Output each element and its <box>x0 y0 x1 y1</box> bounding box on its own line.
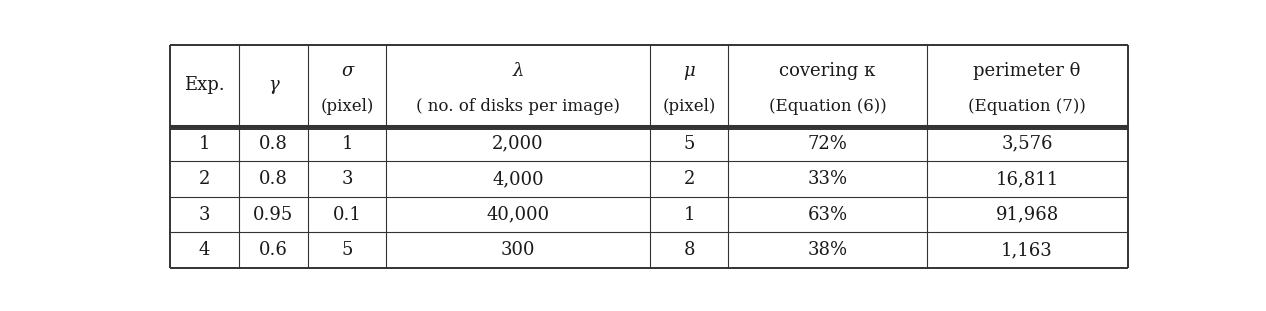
Text: 0.8: 0.8 <box>260 170 287 188</box>
Text: 1: 1 <box>342 135 353 153</box>
Text: 91,968: 91,968 <box>995 206 1058 224</box>
Text: 63%: 63% <box>808 206 847 224</box>
Text: Exp.: Exp. <box>184 76 225 94</box>
Text: (Equation (6)): (Equation (6)) <box>768 98 886 115</box>
Text: 33%: 33% <box>808 170 847 188</box>
Text: μ: μ <box>684 62 695 80</box>
Text: 3,576: 3,576 <box>1001 135 1053 153</box>
Text: covering κ: covering κ <box>780 62 876 80</box>
Text: 0.95: 0.95 <box>253 206 294 224</box>
Text: (Equation (7)): (Equation (7)) <box>968 98 1086 115</box>
Text: (pixel): (pixel) <box>662 98 715 115</box>
Text: 300: 300 <box>501 241 536 259</box>
Text: γ: γ <box>268 76 279 94</box>
Text: 5: 5 <box>342 241 353 259</box>
Text: perimeter θ: perimeter θ <box>974 62 1081 80</box>
Text: 2: 2 <box>199 170 210 188</box>
Text: 1,163: 1,163 <box>1001 241 1053 259</box>
Text: 16,811: 16,811 <box>995 170 1058 188</box>
Text: σ: σ <box>341 62 353 80</box>
Text: 4,000: 4,000 <box>492 170 544 188</box>
Text: 38%: 38% <box>808 241 847 259</box>
Text: 0.6: 0.6 <box>260 241 287 259</box>
Text: 72%: 72% <box>808 135 847 153</box>
Text: 3: 3 <box>342 170 353 188</box>
Text: 3: 3 <box>199 206 210 224</box>
Text: 1: 1 <box>199 135 210 153</box>
Text: 4: 4 <box>199 241 210 259</box>
Text: 5: 5 <box>684 135 695 153</box>
Text: 40,000: 40,000 <box>486 206 549 224</box>
Text: 2,000: 2,000 <box>492 135 544 153</box>
Text: (pixel): (pixel) <box>320 98 373 115</box>
Text: 0.1: 0.1 <box>333 206 362 224</box>
Text: λ: λ <box>513 62 524 80</box>
Text: 1: 1 <box>684 206 695 224</box>
Text: ( no. of disks per image): ( no. of disks per image) <box>417 98 620 115</box>
Text: 0.8: 0.8 <box>260 135 287 153</box>
Text: 2: 2 <box>684 170 695 188</box>
Text: 8: 8 <box>684 241 695 259</box>
